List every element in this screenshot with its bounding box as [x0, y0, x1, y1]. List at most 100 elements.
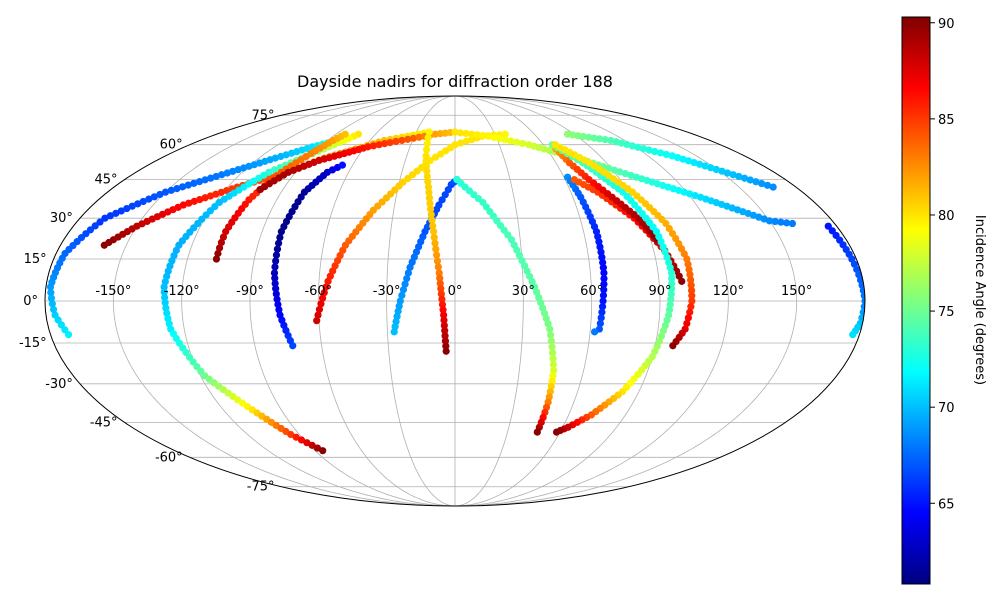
nadir-point — [849, 331, 857, 339]
nadir-point — [548, 343, 556, 351]
nadir-point — [156, 190, 164, 199]
nadir-point — [234, 166, 242, 174]
nadir-point — [338, 161, 347, 169]
nadir-point — [645, 146, 653, 154]
map-boundary — [44, 95, 866, 507]
nadir-point — [860, 292, 865, 300]
nadir-point — [441, 332, 449, 340]
nadir-point — [441, 327, 449, 335]
nadir-point — [440, 321, 448, 330]
nadir-point — [549, 355, 557, 363]
nadir-point — [548, 349, 557, 357]
nadir-point — [687, 303, 695, 311]
nadir-point — [501, 130, 509, 138]
nadir-point — [322, 283, 330, 291]
nadir-point — [678, 277, 686, 285]
nadir-point — [462, 129, 470, 138]
nadir-point — [160, 288, 168, 296]
nadir-point — [403, 274, 411, 283]
nadir-point — [668, 152, 676, 160]
nadir-point — [687, 281, 695, 289]
nadir-point — [667, 290, 675, 298]
nadir-point — [860, 303, 865, 311]
nadir-point — [392, 137, 400, 146]
nadir-point — [501, 136, 509, 144]
nadir-point — [595, 135, 604, 143]
nadir-point — [684, 157, 693, 165]
nadir-point — [287, 430, 295, 439]
nadir-point — [634, 143, 642, 151]
nadir-point — [496, 135, 504, 143]
nadir-point — [507, 137, 515, 145]
longitude-tick-label: -30° — [373, 284, 401, 299]
nadir-point — [490, 133, 498, 142]
nadir-point — [438, 295, 446, 303]
nadir-point — [401, 280, 409, 288]
nadir-point — [675, 186, 683, 195]
nadir-point — [599, 297, 607, 305]
nadir-point — [691, 191, 699, 200]
longitude-tick-label: 30° — [512, 284, 535, 299]
latitude-tick-label: -30° — [45, 377, 73, 392]
nadir-point — [386, 138, 394, 147]
nadir-point — [777, 218, 785, 226]
nadir-point — [319, 447, 327, 455]
nadir-point — [765, 217, 774, 225]
nadir-point — [272, 285, 280, 293]
nadir-point — [771, 217, 779, 226]
nadir-point — [429, 228, 438, 236]
nadir-point — [423, 167, 431, 175]
nadir-point — [318, 294, 327, 302]
nadir-point — [167, 186, 175, 194]
latitude-tick-label: 0° — [23, 294, 38, 309]
nadir-point — [651, 147, 659, 156]
nadir-point — [160, 283, 168, 291]
nadir-point — [585, 133, 593, 141]
nadir-point — [668, 269, 676, 277]
nadir-point — [196, 195, 204, 204]
nadir-point — [229, 167, 237, 175]
nadir-point — [666, 300, 674, 309]
nadir-point — [621, 170, 629, 178]
nadir-point — [513, 138, 521, 146]
nadir-point — [688, 292, 696, 300]
nadir-point — [91, 222, 99, 230]
nadir-point — [380, 140, 389, 148]
nadir-point — [201, 194, 209, 202]
nadir-point — [712, 165, 720, 174]
nadir-point — [684, 314, 692, 322]
nadir-point — [639, 145, 648, 153]
nadir-point — [746, 176, 754, 184]
nadir-point — [668, 274, 676, 282]
longitude-tick-labels: -150° -120° -90° -60° -30° 0° 30° 60° 90° 120° 150… — [95, 284, 812, 299]
nadir-point — [546, 325, 554, 333]
nadir-point — [292, 433, 300, 441]
nadir-point — [424, 134, 432, 142]
nadir-point — [656, 149, 665, 157]
nadir-point — [427, 210, 435, 219]
nadir-point — [271, 279, 279, 288]
nadir-point — [457, 139, 465, 147]
nadir-point — [598, 308, 606, 316]
nadir-point — [590, 134, 598, 142]
longitude-tick-label: 90° — [648, 284, 671, 299]
nadir-point — [272, 257, 280, 265]
nadir-point — [667, 285, 676, 293]
nadir-point — [51, 311, 59, 319]
nadir-point — [707, 164, 715, 172]
nadir-point — [270, 269, 279, 277]
nadir-point — [673, 153, 682, 162]
nadir-point — [788, 219, 797, 228]
nadir-point — [47, 294, 56, 302]
nadir-point — [441, 337, 450, 345]
nadir-point — [64, 331, 73, 339]
colorbar-tick-label: 70 — [938, 401, 955, 416]
nadir-point — [215, 198, 223, 207]
nadir-point — [217, 238, 226, 247]
nadir-point — [597, 314, 605, 322]
nadir-point — [547, 337, 555, 345]
nadir-point — [173, 185, 181, 193]
nadir-point — [426, 199, 434, 207]
nadir-point — [185, 199, 193, 207]
